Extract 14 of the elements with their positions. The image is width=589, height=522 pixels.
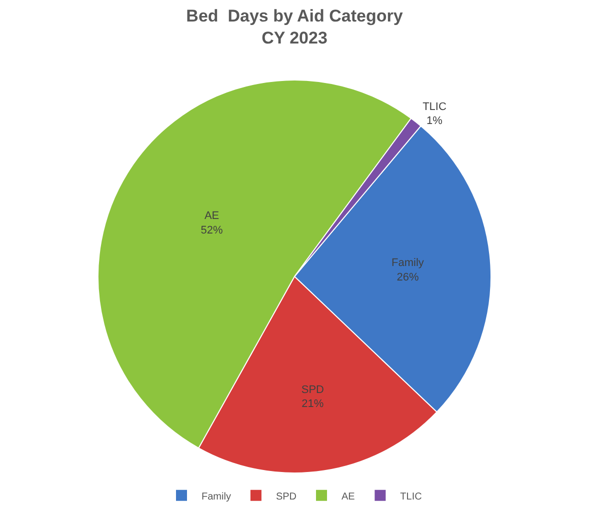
data-label: 26% bbox=[396, 271, 419, 284]
chart-subtitle: CY 2023 bbox=[262, 28, 328, 48]
slice-label: TLIC bbox=[422, 100, 446, 113]
slice-label: Family bbox=[392, 257, 424, 270]
legend-label: TLIC bbox=[400, 491, 422, 502]
slice-label: SPD bbox=[301, 384, 324, 396]
legend-label: SPD bbox=[276, 491, 297, 502]
data-label: 21% bbox=[302, 398, 324, 410]
chart-title: Bed Days by Aid Category bbox=[186, 6, 404, 26]
data-label: 52% bbox=[200, 224, 224, 236]
legend-label: Family bbox=[202, 491, 231, 502]
legend-label: AE bbox=[342, 491, 356, 502]
data-label: 1% bbox=[426, 115, 443, 128]
slice-label: AE bbox=[204, 210, 220, 222]
